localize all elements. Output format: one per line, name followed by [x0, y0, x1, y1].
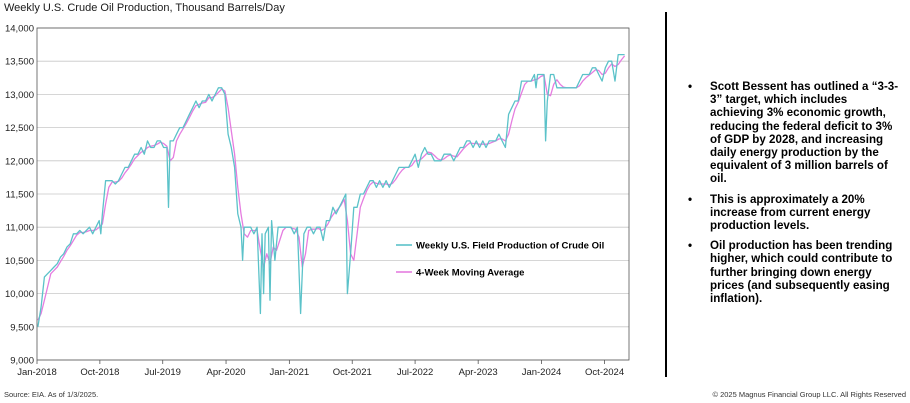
series-line-weekly-production — [37, 53, 625, 327]
y-tick-label: 9,500 — [10, 322, 34, 333]
plot-area-border — [36, 27, 630, 361]
legend-label: Weekly U.S. Field Production of Crude Oi… — [416, 241, 604, 252]
chart-title: Weekly U.S. Crude Oil Production, Thousa… — [4, 2, 285, 14]
x-tick-label: Jul-2019 — [144, 367, 180, 378]
x-tick-label: Apr-2020 — [206, 367, 245, 378]
x-tick-label: Apr-2023 — [459, 367, 498, 378]
bullet-item: This is approximately a 20% increase fro… — [686, 193, 901, 233]
x-tick-label: Jan-2024 — [522, 367, 562, 378]
bullet-item: Oil production has been trending higher,… — [686, 239, 901, 305]
x-axis-ticks: Jan-2018 Oct-2018 Jul-2019 Apr-2020 Jan-2021… — [17, 360, 624, 378]
oil-production-chart: 9,000 9,500 10,000 10,500 11,000 11,500 12,000… — [5, 24, 630, 378]
y-tick-label: 13,500 — [5, 57, 34, 68]
y-tick-label: 11,500 — [6, 190, 34, 201]
y-tick-label: 9,000 — [10, 356, 34, 367]
y-tick-label: 13,000 — [5, 90, 34, 101]
y-tick-label: 10,500 — [5, 256, 34, 267]
x-tick-label: Jul-2022 — [397, 367, 433, 378]
x-tick-label: Oct-2018 — [80, 367, 119, 378]
x-tick-label: Jan-2021 — [270, 367, 310, 378]
legend: Weekly U.S. Field Production of Crude Oi… — [396, 241, 604, 279]
x-tick-label: Jan-2018 — [17, 367, 57, 378]
y-tick-label: 10,000 — [5, 289, 34, 300]
legend-label: 4-Week Moving Average — [416, 268, 524, 279]
y-tick-label: 11,000 — [6, 223, 34, 234]
y-tick-label: 14,000 — [5, 24, 34, 35]
series-lines — [37, 53, 626, 327]
source-note: Source: EIA. As of 1/3/2025. — [4, 390, 99, 399]
y-axis-ticks: 9,000 9,500 10,000 10,500 11,000 11,500 12,000… — [5, 24, 34, 367]
x-tick-label: Oct-2021 — [333, 367, 372, 378]
x-tick-label: Oct-2024 — [585, 367, 624, 378]
copyright-note: © 2025 Magnus Financial Group LLC. All R… — [712, 390, 906, 399]
series-line-moving-average — [37, 55, 626, 321]
bullet-item: Scott Bessent has outlined a “3-3-3” tar… — [686, 80, 901, 186]
bullet-list: Scott Bessent has outlined a “3-3-3” tar… — [686, 80, 901, 312]
y-tick-label: 12,500 — [5, 123, 34, 134]
vertical-divider — [665, 12, 667, 377]
y-tick-label: 12,000 — [5, 156, 34, 167]
